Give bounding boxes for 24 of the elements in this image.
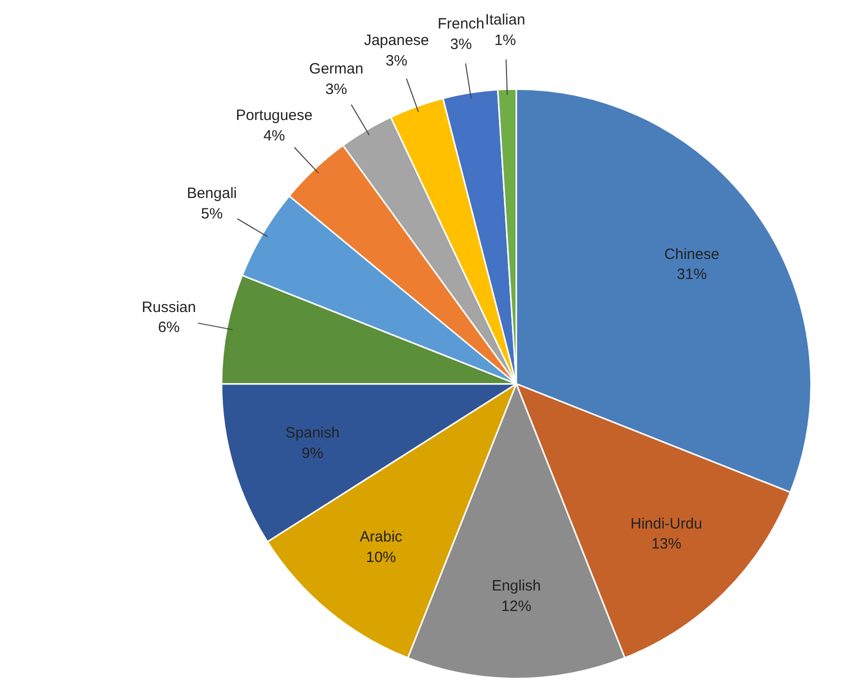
slice-label: Arabic [360, 528, 403, 546]
slice-label: English [492, 577, 541, 594]
slice-label: Bengali [186, 185, 237, 202]
data-label: 3% [386, 52, 408, 70]
slice-label: Hindi-Urdu [630, 515, 702, 532]
data-label: 3% [450, 36, 472, 54]
slice-label: Japanese [364, 32, 430, 50]
slice-label: Portuguese [236, 107, 313, 124]
slice-label: Russian [142, 298, 196, 316]
data-label: 6% [158, 319, 180, 336]
slice-label: German [309, 60, 364, 78]
data-label: 1% [494, 32, 516, 49]
slice-label: French [438, 16, 484, 33]
slice-label: Spanish [285, 424, 340, 442]
data-label: 9% [302, 444, 324, 462]
data-label: 12% [501, 598, 532, 615]
data-label: 4% [263, 128, 286, 145]
data-label: 10% [366, 549, 396, 566]
slice-label: Italian [485, 11, 526, 28]
slice-label: Chinese [664, 246, 720, 263]
data-label: 5% [201, 205, 223, 222]
data-label: 13% [651, 536, 682, 553]
data-label: 31% [676, 266, 707, 284]
data-label: 3% [325, 80, 348, 98]
